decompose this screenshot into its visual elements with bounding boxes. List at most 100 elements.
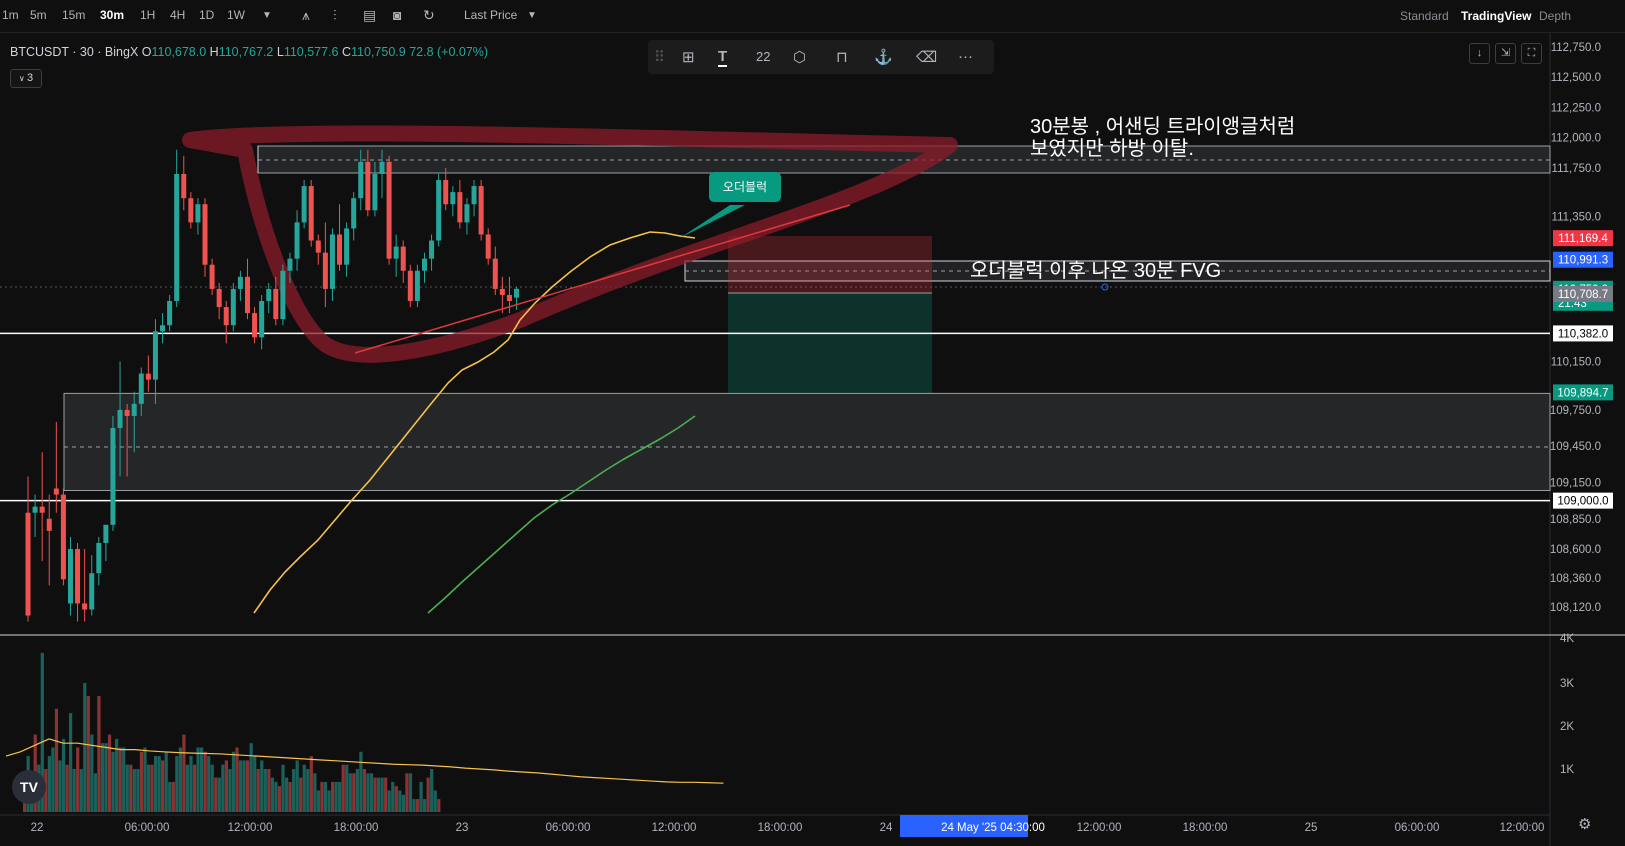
timeframe-1m[interactable]: 1m: [2, 8, 19, 22]
high-value: 110,767.2: [218, 45, 274, 59]
camera-icon[interactable]: ◙: [393, 7, 402, 23]
volume-bar: [260, 760, 264, 812]
candle: [351, 192, 357, 241]
volume-bar: [153, 756, 158, 812]
candle: [301, 180, 307, 229]
candle: [443, 167, 449, 211]
chevron-down-icon: ∨: [18, 74, 27, 83]
volume-bar: [93, 773, 97, 812]
fullscreen-icon[interactable]: ⛶: [1521, 43, 1542, 64]
settings-hex-icon[interactable]: ⬡: [793, 49, 807, 66]
volume-bar: [412, 799, 416, 812]
volume-bar: [104, 743, 108, 812]
volume-bar: [54, 708, 59, 812]
timeframe-4h[interactable]: 4H: [170, 8, 186, 22]
view-standard[interactable]: Standard: [1400, 9, 1449, 23]
candle-body: [89, 573, 95, 610]
candle-body: [202, 204, 208, 265]
symbol-name[interactable]: BTCUSDT · 30 · BingX: [10, 45, 139, 59]
chevron-down-icon[interactable]: ▼: [527, 10, 537, 21]
top-toolbar: 1m 5m 15m 30m 1H 4H 1D 1W ▼ ⩚ ⫶ ▤ ◙ ↻ La…: [0, 0, 1625, 33]
settings-gear-icon[interactable]: ⚙: [1578, 816, 1592, 833]
price-label: 109,000.0: [1557, 496, 1608, 508]
bar-style-icon[interactable]: ⩚: [302, 7, 310, 23]
pattern-note-line1: 30분봉 , 어샌딩 트라이앵글처럼: [1030, 115, 1295, 138]
triangle-highlight-brush: [182, 125, 958, 363]
view-depth[interactable]: Depth: [1539, 9, 1572, 23]
volume-bar: [394, 786, 398, 812]
candle: [244, 258, 250, 320]
price-type-select[interactable]: Last Price: [464, 8, 518, 22]
timeframe-15m[interactable]: 15m: [62, 8, 86, 22]
candle: [414, 264, 420, 308]
timeframe-1h[interactable]: 1H: [140, 8, 156, 22]
volume-bar: [157, 756, 161, 812]
candle-body: [188, 198, 194, 223]
candle-body: [358, 161, 364, 199]
candle-body: [39, 506, 45, 513]
view-tradingview[interactable]: TradingView: [1461, 9, 1532, 23]
volume-bar: [111, 751, 115, 812]
candle: [436, 173, 442, 247]
volume-bar: [182, 734, 186, 812]
candle: [138, 367, 144, 416]
candle-body: [379, 161, 385, 174]
volume-bar: [246, 760, 250, 812]
price-tick-label: 109,750.0: [1550, 405, 1601, 417]
candle: [358, 149, 364, 211]
candle-body: [280, 270, 286, 320]
time-highlight-label: 24 May '25 04:30:00: [941, 822, 1045, 834]
layout-icon[interactable]: ⊞: [682, 49, 695, 66]
more-icon[interactable]: ···: [958, 48, 973, 65]
candle-body: [464, 204, 470, 223]
close-label: C: [342, 45, 352, 59]
lock-icon[interactable]: ⊓: [836, 49, 848, 66]
replay-icon[interactable]: ↻: [423, 7, 435, 23]
volume-bar: [366, 773, 370, 812]
indicators-icon[interactable]: ⫶: [333, 7, 337, 23]
volume-bar: [345, 764, 349, 812]
candle: [181, 155, 187, 211]
trash-icon[interactable]: ⌫: [916, 49, 938, 66]
candle: [386, 155, 392, 265]
indicator-toggle[interactable]: ∨ 3: [10, 69, 42, 88]
volume-bar: [249, 743, 253, 812]
volume-bar: [288, 781, 292, 812]
time-tick-label: 12:00:00: [652, 822, 697, 834]
candle: [230, 282, 236, 332]
timeframe-1d[interactable]: 1D: [199, 8, 215, 22]
price-tick-label: 109,450.0: [1550, 441, 1601, 453]
collapse-icon[interactable]: ⇲: [1495, 43, 1516, 64]
volume-bar: [299, 777, 303, 812]
candle-body: [103, 524, 109, 543]
anchor-icon[interactable]: ⚓: [874, 49, 893, 66]
volume-bar: [164, 751, 168, 812]
volume-bar: [313, 773, 317, 812]
timeframe-5m[interactable]: 5m: [30, 8, 47, 22]
moving-average-green: [427, 415, 696, 614]
chevron-down-icon[interactable]: ▼: [262, 10, 272, 21]
candle-body: [96, 542, 102, 574]
price-tick-label: 108,360.0: [1550, 573, 1601, 585]
candle: [252, 307, 258, 344]
volume-bar: [302, 764, 306, 812]
font-size-value[interactable]: 22: [756, 49, 771, 64]
volume-bar: [72, 769, 76, 812]
time-tick-label: 12:00:00: [1077, 822, 1122, 834]
scroll-down-icon[interactable]: ↓: [1469, 43, 1490, 64]
candle: [329, 228, 335, 302]
price-label-box: [1553, 285, 1613, 302]
timeframe-1w[interactable]: 1W: [227, 8, 245, 22]
templates-icon[interactable]: ▤: [363, 7, 377, 23]
candle-body: [400, 246, 406, 271]
candle: [393, 234, 399, 277]
timeframe-30m[interactable]: 30m: [100, 8, 125, 22]
candle: [188, 192, 194, 229]
candle: [322, 222, 328, 308]
volume-bar: [263, 769, 267, 812]
text-icon[interactable]: T: [718, 48, 728, 67]
candle-body: [46, 518, 52, 531]
drag-handle-icon[interactable]: ⠿: [654, 49, 665, 66]
candle-body: [478, 186, 484, 235]
